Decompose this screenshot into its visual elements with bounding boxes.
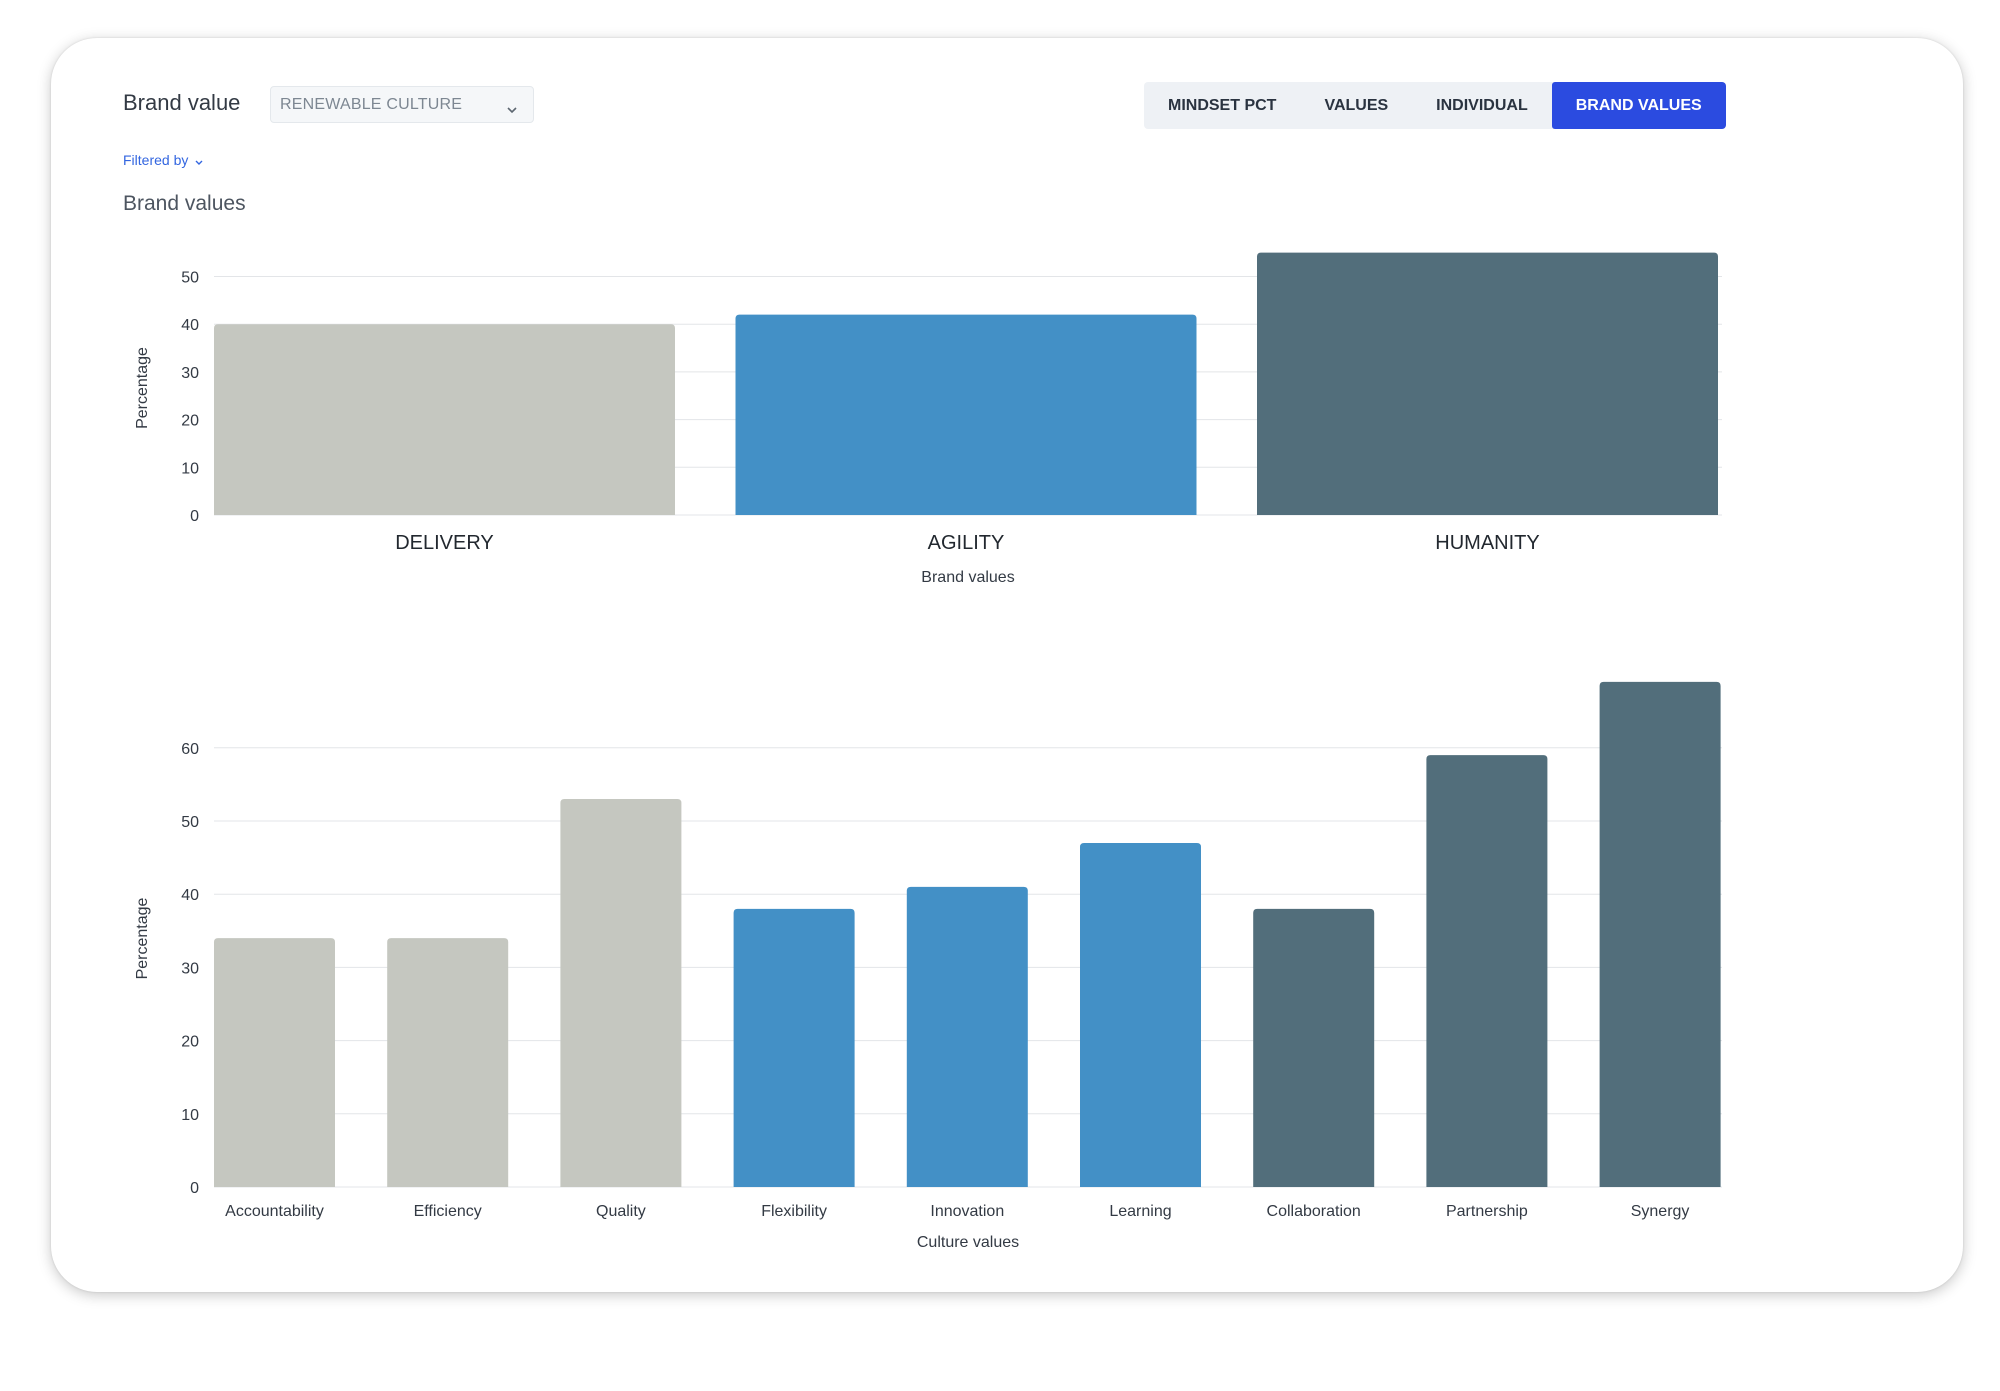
brand-y-axis-title: Percentage [134, 347, 151, 429]
section-title: Brand values [123, 192, 246, 215]
view-tabs: MINDSET PCT VALUES INDIVIDUAL BRAND VALU… [1144, 82, 1726, 129]
culture-y-tick-label: 60 [181, 741, 199, 758]
culture-category-label: Efficiency [414, 1203, 482, 1220]
chevron-down-icon [195, 153, 203, 169]
charts-area: 0 10 20 30 40 50 DELIVERY AGILITY HUMANITY Percen… [134, 252, 1722, 1251]
culture-category-label: Collaboration [1267, 1203, 1361, 1220]
culture-bar [1080, 842, 1201, 1187]
culture-category-label: Partnership [1446, 1203, 1528, 1220]
brand-value-selected: RENEWABLE CULTURE [280, 96, 463, 113]
brand-y-tick-label: 20 [181, 413, 199, 430]
culture-category-label: Synergy [1631, 1203, 1690, 1220]
culture-y-tick-label: 10 [181, 1107, 199, 1124]
culture-y-tick-label: 30 [181, 960, 199, 977]
culture-bar [214, 938, 335, 1187]
brand-y-tick-label: 10 [181, 460, 199, 477]
culture-y-axis-title: Percentage [134, 897, 151, 979]
filtered-by-toggle[interactable]: Filtered by [123, 152, 203, 169]
culture-bar [1253, 908, 1375, 1187]
dashboard-card: Brand value RENEWABLE CULTURE Filtered b… [51, 38, 1963, 1292]
culture-bar [733, 908, 855, 1187]
culture-category-label: Innovation [930, 1203, 1004, 1220]
culture-category-label: Flexibility [761, 1203, 827, 1220]
brand-category-label: DELIVERY [395, 532, 494, 554]
chevron-down-icon [507, 101, 517, 119]
culture-bar [1599, 681, 1721, 1187]
tab-values[interactable]: VALUES [1324, 97, 1389, 114]
brand-y-tick-label: 30 [181, 365, 199, 382]
tab-brand-values[interactable]: BRAND VALUES [1551, 82, 1726, 129]
brand-x-axis-title: Brand values [921, 569, 1014, 586]
culture-category-label: Accountability [225, 1203, 324, 1220]
brand-category-label: AGILITY [928, 532, 1005, 554]
brand-category-label: HUMANITY [1435, 532, 1539, 554]
tab-individual[interactable]: INDIVIDUAL [1436, 97, 1528, 114]
culture-x-axis-title: Culture values [917, 1234, 1019, 1251]
brand-bar [214, 324, 675, 515]
culture-bar [387, 938, 509, 1187]
filtered-by-label: Filtered by [123, 152, 189, 168]
culture-y-tick-label: 0 [190, 1180, 199, 1197]
culture-category-label: Quality [596, 1203, 646, 1220]
culture-y-tick-label: 50 [181, 814, 199, 831]
culture-category-label: Learning [1109, 1203, 1171, 1220]
brand-value-select[interactable]: RENEWABLE CULTURE [270, 86, 534, 123]
culture-y-tick-label: 40 [181, 887, 199, 904]
culture-bar [906, 886, 1028, 1187]
culture-y-tick-label: 20 [181, 1034, 199, 1051]
brand-bar [735, 314, 1197, 515]
brand-y-tick-label: 40 [181, 317, 199, 334]
tab-mindset-pct[interactable]: MINDSET PCT [1168, 97, 1277, 114]
brand-value-label: Brand value [123, 90, 241, 115]
brand-y-tick-label: 50 [181, 270, 199, 287]
culture-bar [560, 799, 682, 1187]
culture-bar [1426, 755, 1548, 1187]
brand-y-tick-label: 0 [190, 508, 199, 525]
brand-bar [1257, 252, 1718, 515]
